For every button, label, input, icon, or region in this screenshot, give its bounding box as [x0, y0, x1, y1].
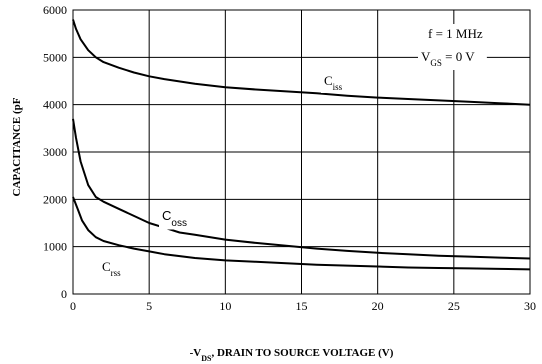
y-tick-label: 3000 — [43, 145, 67, 159]
x-tick-label: 25 — [448, 299, 460, 313]
y-tick-label: 0 — [61, 287, 67, 301]
x-tick-label: 30 — [524, 299, 536, 313]
series-line-ciss — [72, 19, 531, 106]
y-tick-label: 2000 — [43, 192, 67, 206]
y-tick-label: 4000 — [43, 98, 67, 112]
series-line-crss — [72, 196, 531, 271]
y-tick-label: 1000 — [43, 240, 67, 254]
x-tick-label: 20 — [372, 299, 384, 313]
x-axis-title: -VDS, DRAIN TO SOURCE VOLTAGE (V) — [190, 347, 394, 363]
ciss-label-background — [321, 72, 346, 93]
coss-label-background — [159, 207, 190, 230]
vgs-annotation: VGS = 0 V — [421, 49, 475, 68]
conditions-annotation-background — [418, 24, 487, 70]
x-tick-label: 5 — [146, 299, 152, 313]
x-tick-label: 0 — [70, 299, 76, 313]
series-line-coss — [72, 118, 531, 260]
x-tick-label: 15 — [296, 299, 308, 313]
y-tick-label: 6000 — [43, 3, 67, 17]
y-tick-label: 5000 — [43, 50, 67, 64]
x-tick-label: 10 — [219, 299, 231, 313]
coss-series-label: Coss — [162, 208, 187, 229]
tick-labels: 0 5 10 15 20 25 30 0 1000 2000 3000 4000 5000 6000 — [43, 3, 536, 313]
ciss-series-label: Ciss — [324, 73, 343, 92]
plot-frame — [72, 9, 531, 295]
crss-series-label: Crss — [102, 259, 121, 278]
series-lines — [72, 19, 531, 271]
frequency-annotation: f = 1 MHz — [428, 26, 483, 41]
crss-label-background — [99, 258, 125, 279]
y-axis-title: CAPACITANCE (pF — [11, 97, 23, 196]
